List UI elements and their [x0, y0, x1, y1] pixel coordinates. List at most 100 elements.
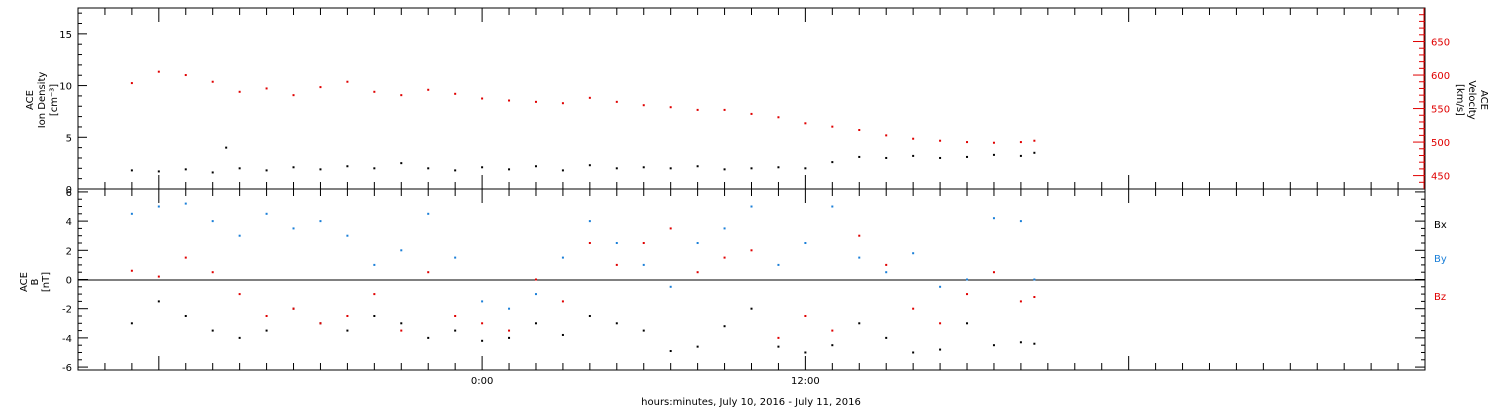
bottom-by-point: [615, 242, 618, 245]
top-1-point: [400, 94, 403, 97]
bottom-bx-point: [777, 345, 780, 348]
top-0-point: [346, 165, 349, 168]
bottom-by-point: [912, 252, 915, 255]
bottom-tick-label: 0: [66, 276, 72, 287]
bottom-left-axis: -6 -4 -2 0 2 4 6: [62, 188, 1425, 374]
bottom-bx-point: [912, 351, 915, 354]
top-0-point: [1019, 154, 1022, 157]
top-right-tick-label: 450: [1431, 172, 1450, 183]
bottom-bx-point: [858, 322, 861, 325]
top-1-point: [723, 108, 726, 111]
bottom-bz-point: [184, 256, 187, 259]
bottom-bx-point: [481, 339, 484, 342]
bottom-bz-point: [319, 322, 322, 325]
top-1-point: [157, 70, 160, 73]
top-right-tick-label: 650: [1431, 38, 1450, 49]
top-0-point: [858, 155, 861, 158]
bottom-by-point: [157, 205, 160, 208]
bottom-bz-point: [400, 329, 403, 332]
bottom-tick-label: -4: [62, 334, 72, 345]
bottom-bz-point: [373, 293, 376, 296]
bottom-by-point: [373, 263, 376, 266]
bottom-by-point: [319, 220, 322, 223]
top-0-point: [750, 167, 753, 170]
bottom-ylabel-line3: [nT]: [41, 272, 52, 292]
legend-bx: Bx: [1434, 220, 1447, 231]
bottom-bx-point: [804, 351, 807, 354]
bottom-tick-label: 4: [66, 217, 72, 228]
bottom-by-point: [642, 263, 645, 266]
bottom-by-point: [831, 205, 834, 208]
bottom-bx-point: [561, 333, 564, 336]
top-0-point: [669, 167, 672, 170]
bottom-by-point: [184, 202, 187, 205]
bottom-bz-point: [642, 242, 645, 245]
bottom-bz-point: [831, 329, 834, 332]
top-1-point: [534, 100, 537, 103]
top-0-point: [723, 168, 726, 171]
bottom-bz-point: [1019, 300, 1022, 303]
top-left-ylabel-line1: ACE: [25, 90, 36, 110]
bottom-bx-point: [615, 322, 618, 325]
top-0-point: [508, 168, 511, 171]
top-1-point: [427, 88, 430, 91]
top-1-point: [939, 139, 942, 142]
bottom-bx-point: [373, 314, 376, 317]
top-1-point: [642, 104, 645, 107]
bottom-by-point: [804, 242, 807, 245]
top-1-point: [508, 99, 511, 102]
bottom-by-point: [346, 234, 349, 237]
bottom-by-point: [238, 234, 241, 237]
top-left-ylabel-line2: Ion Density: [37, 72, 48, 129]
top-0-point: [912, 154, 915, 157]
legend-bz: Bz: [1434, 292, 1446, 303]
top-right-tick-label: 500: [1431, 138, 1450, 149]
bottom-bz-point: [561, 300, 564, 303]
top-0-point: [454, 169, 457, 172]
top-0-point: [238, 167, 241, 170]
bottom-tick-label: -6: [62, 363, 72, 374]
top-1-point: [265, 87, 268, 90]
top-1-point: [831, 125, 834, 128]
top-left-axis: 0 5 10 15: [59, 12, 87, 196]
top-0-point: [1033, 151, 1036, 154]
bottom-bx-point: [939, 348, 942, 351]
bottom-bx-point: [427, 336, 430, 339]
top-1-point: [454, 92, 457, 95]
bottom-by-point: [696, 242, 699, 245]
bottom-by-point: [1019, 220, 1022, 223]
bottom-bx-point: [130, 322, 133, 325]
bottom-bx-point: [1019, 341, 1022, 344]
bottom-bz-point: [238, 293, 241, 296]
top-left-tick-label: 15: [59, 30, 72, 41]
top-0-point: [400, 162, 403, 165]
bottom-by-point: [723, 227, 726, 230]
bottom-bx-point: [588, 314, 591, 317]
top-1-point: [211, 80, 214, 83]
bottom-bx-point: [992, 344, 995, 347]
top-0-point: [588, 164, 591, 167]
bottom-by-point: [885, 271, 888, 274]
top-right-ylabel-line2: Velocity: [1466, 80, 1477, 119]
bottom-by-point: [508, 307, 511, 310]
bottom-bx-point: [454, 329, 457, 332]
x-axis-label: hours:minutes, July 10, 2016 - July 11, …: [641, 397, 861, 408]
bottom-bz-point: [427, 271, 430, 274]
x-tick-label: 0:00: [471, 376, 493, 387]
bottom-bx-point: [669, 350, 672, 353]
bottom-bz-point: [885, 263, 888, 266]
top-1-point: [1033, 139, 1036, 142]
top-1-point: [319, 86, 322, 89]
top-0-point: [534, 165, 537, 168]
bottom-bz-point: [777, 336, 780, 339]
bottom-bx-point: [157, 300, 160, 303]
bottom-bx-point: [184, 314, 187, 317]
top-right-axis: 450 500 550 600 650: [1413, 8, 1450, 189]
top-1-point: [373, 90, 376, 93]
bottom-bx-point: [400, 322, 403, 325]
top-panel-points: [130, 70, 1036, 174]
top-right-ylabel-line1: ACE: [1478, 90, 1489, 110]
bottom-bz-point: [669, 227, 672, 230]
top-1-point: [238, 90, 241, 93]
top-0-point: [157, 170, 160, 173]
